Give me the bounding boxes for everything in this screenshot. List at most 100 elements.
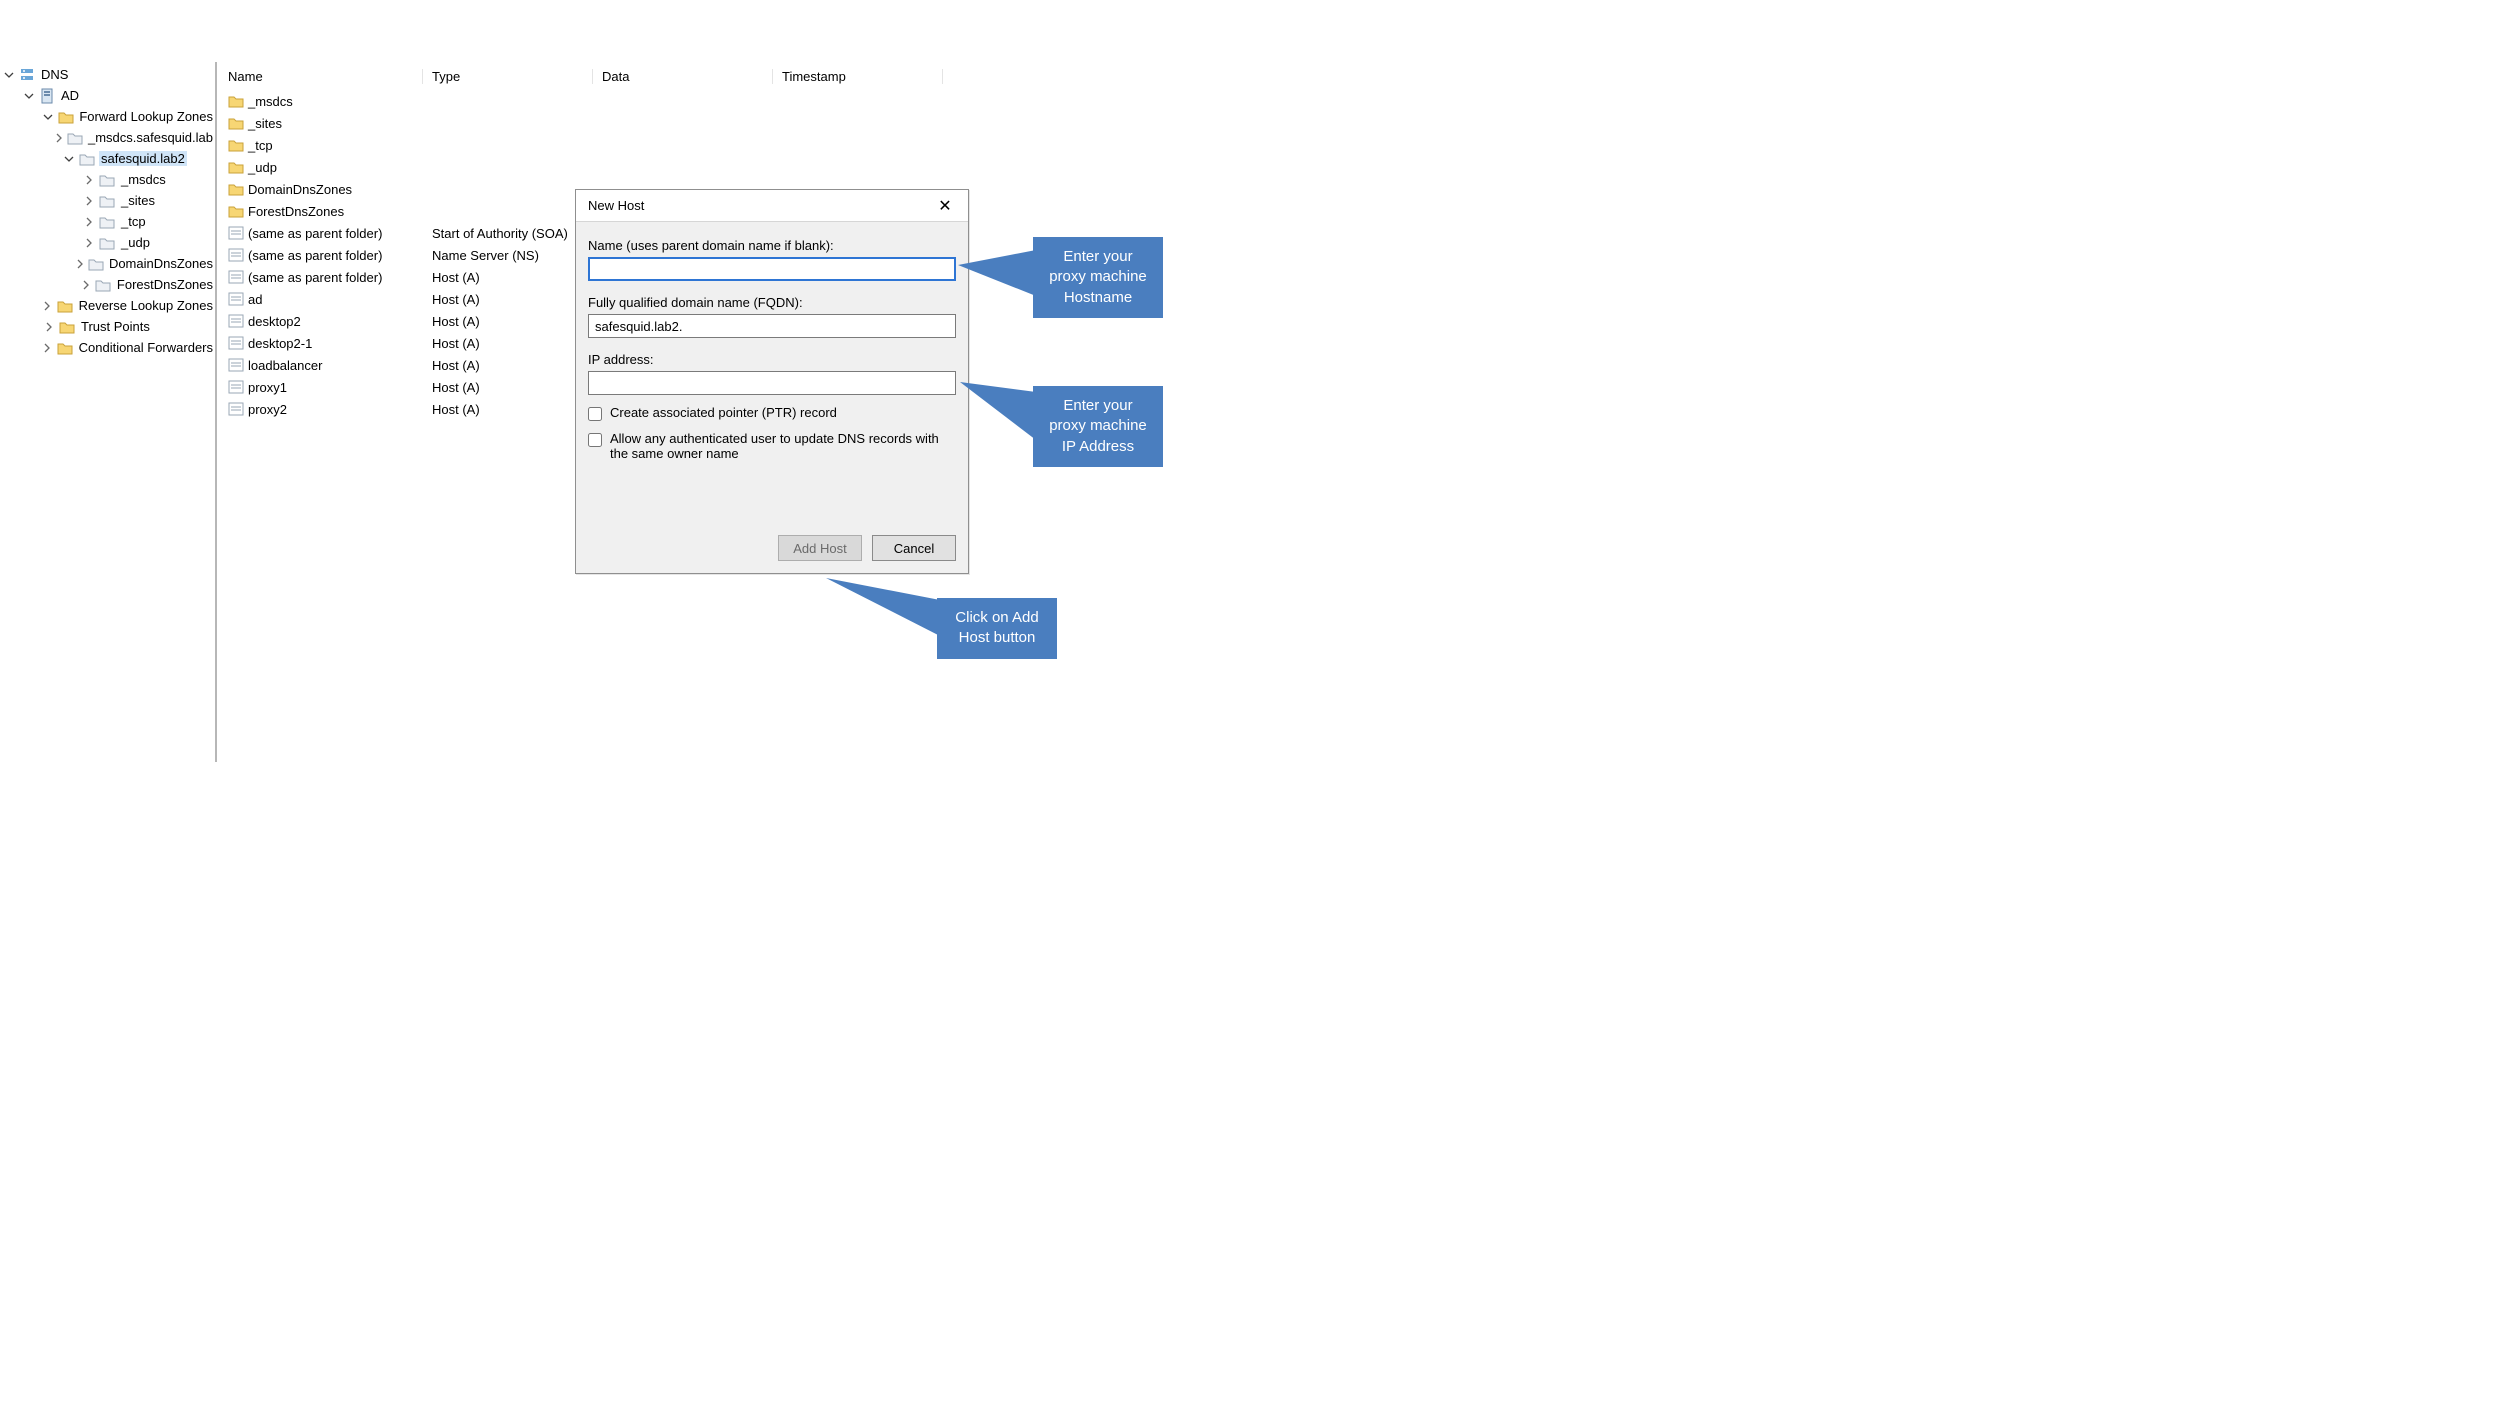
cell-name: (same as parent folder)	[219, 247, 423, 263]
cell-name-text: DomainDnsZones	[248, 182, 352, 197]
chevron-right-icon[interactable]	[41, 341, 55, 355]
cell-name-text: proxy1	[248, 380, 287, 395]
cell-name: desktop2	[219, 313, 423, 329]
tree-item[interactable]: DomainDnsZones	[0, 253, 215, 274]
tree-item[interactable]: Trust Points	[0, 316, 215, 337]
cell-name-text: (same as parent folder)	[248, 248, 382, 263]
chevron-down-icon[interactable]	[41, 110, 55, 124]
list-row[interactable]: _sites	[219, 112, 1459, 134]
dialog-title: New Host	[576, 198, 644, 213]
tree-item-label: _msdcs	[119, 172, 168, 187]
tree-item-label: AD	[59, 88, 81, 103]
allow-update-checkbox-label: Allow any authenticated user to update D…	[610, 431, 956, 461]
fqdn-label: Fully qualified domain name (FQDN):	[588, 295, 956, 310]
record-icon	[228, 313, 244, 329]
chevron-right-icon[interactable]	[82, 173, 96, 187]
allow-update-checkbox[interactable]	[588, 433, 602, 447]
tree-item-label: _msdcs.safesquid.lab	[86, 130, 215, 145]
tree-item[interactable]: Forward Lookup Zones	[0, 106, 215, 127]
cell-type: Name Server (NS)	[423, 248, 593, 263]
ip-field[interactable]	[588, 371, 956, 395]
ip-label: IP address:	[588, 352, 956, 367]
tree-item-label: ForestDnsZones	[115, 277, 215, 292]
tree-item-label: Conditional Forwarders	[77, 340, 215, 355]
folder-icon	[228, 181, 244, 197]
cell-name: DomainDnsZones	[219, 181, 423, 197]
tree-item[interactable]: _udp	[0, 232, 215, 253]
tree-item-label: DomainDnsZones	[107, 256, 215, 271]
zone-icon	[88, 255, 104, 273]
name-field[interactable]	[588, 257, 956, 281]
cell-name-text: _msdcs	[248, 94, 293, 109]
callout-ip-arrow	[960, 380, 1036, 440]
server-icon	[38, 87, 56, 105]
cancel-button[interactable]: Cancel	[872, 535, 956, 561]
cell-name: desktop2-1	[219, 335, 423, 351]
callout-hostname-arrow	[958, 250, 1036, 296]
tree-item[interactable]: ForestDnsZones	[0, 274, 215, 295]
tree-item[interactable]: safesquid.lab2	[0, 148, 215, 169]
callout-addhost-arrow	[826, 578, 940, 636]
chevron-right-icon[interactable]	[82, 194, 96, 208]
folder-icon	[58, 318, 76, 336]
ptr-checkbox[interactable]	[588, 407, 602, 421]
record-icon	[228, 225, 244, 241]
tree-panel: DNS AD Forward Lookup Zones _msdcs.safesqui…	[0, 62, 217, 762]
cell-name-text: desktop2-1	[248, 336, 312, 351]
list-row[interactable]: _msdcs	[219, 90, 1459, 112]
zone-icon	[98, 192, 116, 210]
cell-type: Host (A)	[423, 292, 593, 307]
cell-type: Host (A)	[423, 402, 593, 417]
folder-icon	[228, 159, 244, 175]
chevron-right-icon[interactable]	[41, 299, 55, 313]
cell-type: Start of Authority (SOA)	[423, 226, 593, 241]
add-host-button[interactable]: Add Host	[778, 535, 862, 561]
cell-name: (same as parent folder)	[219, 225, 423, 241]
list-row[interactable]: _tcp	[219, 134, 1459, 156]
cell-name-text: _sites	[248, 116, 282, 131]
tree-item[interactable]: _tcp	[0, 211, 215, 232]
chevron-right-icon[interactable]	[42, 320, 56, 334]
tree-item[interactable]: _msdcs.safesquid.lab	[0, 127, 215, 148]
tree-item[interactable]: Conditional Forwarders	[0, 337, 215, 358]
tree-item[interactable]: _sites	[0, 190, 215, 211]
chevron-down-icon[interactable]	[2, 68, 16, 82]
chevron-right-icon[interactable]	[82, 215, 96, 229]
tree-item[interactable]: AD	[0, 85, 215, 106]
name-label: Name (uses parent domain name if blank):	[588, 238, 956, 253]
chevron-right-icon[interactable]	[53, 131, 65, 145]
zone-icon	[98, 171, 116, 189]
chevron-right-icon[interactable]	[73, 257, 86, 271]
tree-item-label: _sites	[119, 193, 157, 208]
record-icon	[228, 357, 244, 373]
cell-type: Host (A)	[423, 358, 593, 373]
fqdn-field	[588, 314, 956, 338]
list-row[interactable]: _udp	[219, 156, 1459, 178]
chevron-right-icon[interactable]	[79, 278, 93, 292]
dialog-body: Name (uses parent domain name if blank):…	[576, 222, 968, 471]
tree-item[interactable]: Reverse Lookup Zones	[0, 295, 215, 316]
tree-item-label: Trust Points	[79, 319, 152, 334]
col-name[interactable]: Name	[219, 69, 423, 84]
chevron-right-icon[interactable]	[82, 236, 96, 250]
cell-name: ad	[219, 291, 423, 307]
close-icon: ✕	[938, 196, 951, 216]
tree-item-label: safesquid.lab2	[99, 151, 187, 166]
cell-type: Host (A)	[423, 314, 593, 329]
col-timestamp[interactable]: Timestamp	[773, 69, 943, 84]
ptr-checkbox-label: Create associated pointer (PTR) record	[610, 405, 956, 420]
chevron-down-icon[interactable]	[62, 152, 76, 166]
col-data[interactable]: Data	[593, 69, 773, 84]
close-button[interactable]: ✕	[922, 190, 968, 222]
record-icon	[228, 401, 244, 417]
zone-icon	[67, 129, 83, 147]
col-type[interactable]: Type	[423, 69, 593, 84]
tree-item[interactable]: DNS	[0, 64, 215, 85]
cell-name: _udp	[219, 159, 423, 175]
chevron-down-icon[interactable]	[22, 89, 36, 103]
cell-name-text: proxy2	[248, 402, 287, 417]
dialog-titlebar[interactable]: New Host ✕	[576, 190, 968, 222]
list-header: Name Type Data Timestamp	[219, 62, 1459, 90]
new-host-dialog: New Host ✕ Name (uses parent domain name…	[575, 189, 969, 574]
tree-item[interactable]: _msdcs	[0, 169, 215, 190]
